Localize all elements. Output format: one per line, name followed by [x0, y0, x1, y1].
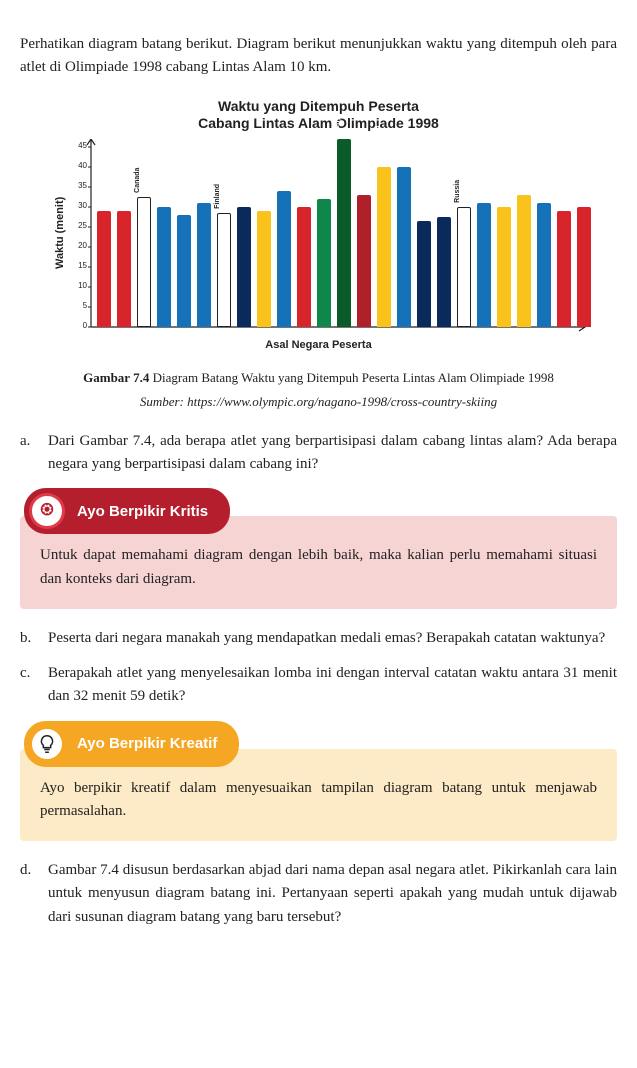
y-tick-label: 40	[78, 160, 87, 172]
bar: Germany	[257, 211, 271, 327]
bar: Japan	[297, 207, 311, 327]
question-letter: d.	[20, 859, 48, 929]
bar-column: Germany	[255, 211, 273, 327]
question-b: b. Peserta dari negara manakah yang mend…	[20, 627, 617, 650]
bar-column: Austria 2	[115, 211, 133, 327]
bar-column: Norway 1	[415, 221, 433, 327]
y-tick-label: 15	[78, 260, 87, 272]
bar-column: Spain 2	[515, 195, 533, 327]
chart-title: Waktu yang Ditempuh Peserta Cabang Linta…	[20, 98, 617, 133]
bar: Kenya	[337, 139, 351, 327]
bar: Estonia 1	[177, 215, 191, 327]
bar-column: Norway 2	[435, 217, 453, 327]
chart-title-line1: Waktu yang Ditempuh Peserta	[218, 98, 419, 114]
bar-column: Austria 1	[95, 211, 113, 327]
y-tick-label: 35	[78, 180, 87, 192]
gear-head-icon	[29, 493, 65, 529]
question-text: Peserta dari negara manakah yang mendapa…	[48, 627, 617, 650]
bar: Estonia 2	[197, 203, 211, 327]
x-axis-label: Asal Negara Peserta	[20, 337, 617, 354]
callout-kritis: Ayo Berpikir Kritis Untuk dapat memahami…	[20, 488, 617, 609]
y-tick-label: 30	[78, 200, 87, 212]
question-letter: a.	[20, 430, 48, 477]
y-tick-label: 25	[78, 220, 87, 232]
bar: Russia	[457, 207, 471, 327]
bar: Spain 2	[517, 195, 531, 327]
figure-caption-bold: Gambar 7.4	[83, 370, 149, 385]
bar: Latvia	[357, 195, 371, 327]
callout-kritis-pill: Ayo Berpikir Kritis	[24, 488, 230, 534]
bar-column: Macedonia	[375, 167, 393, 327]
bar: U.S 2	[577, 207, 591, 327]
bar-column: Kenya	[335, 139, 353, 327]
bar: Norway 1	[417, 221, 431, 327]
intro-paragraph: Perhatikan diagram batang berikut. Diagr…	[20, 33, 617, 80]
bar-column: Greece	[275, 191, 293, 327]
bar: Austria 2	[117, 211, 131, 327]
question-d: d. Gambar 7.4 disusun berdasarkan abjad …	[20, 859, 617, 929]
y-axis-label: Waktu (menit)	[48, 139, 69, 327]
bar-column: Kazakhstan	[315, 199, 333, 327]
chart-title-line2: Cabang Lintas Alam Olimpiade 1998	[198, 115, 439, 131]
question-letter: b.	[20, 627, 48, 650]
bar: Mongolia	[397, 167, 411, 327]
chart-plot: 051015202530354045Austria 1Austria 2Cana…	[69, 139, 589, 327]
question-c: c. Berapakah atlet yang menyelesaikan lo…	[20, 662, 617, 709]
lightbulb-icon	[29, 726, 65, 762]
question-letter: c.	[20, 662, 48, 709]
callout-kreatif-title: Ayo Berpikir Kreatif	[77, 732, 217, 755]
chart-container: Waktu yang Ditempuh Peserta Cabang Linta…	[20, 98, 617, 354]
bar-column: U.S 2	[575, 207, 593, 327]
bar: Finland	[217, 213, 231, 327]
bar: Spain 1	[497, 207, 511, 327]
bar-column: Latvia	[355, 195, 373, 327]
bar-column: Estonia 2	[195, 203, 213, 327]
bar: Czech Republic	[157, 207, 171, 327]
figure-source: Sumber: https://www.olympic.org/nagano-1…	[20, 392, 617, 412]
y-tick-label: 10	[78, 280, 87, 292]
bar-column: Czech Republic	[155, 207, 173, 327]
question-a: a. Dari Gambar 7.4, ada berapa atlet yan…	[20, 430, 617, 477]
question-text: Berapakah atlet yang menyelesaikan lomba…	[48, 662, 617, 709]
bar: Greece	[277, 191, 291, 327]
bar-column: Slovakia	[475, 203, 493, 327]
bar-column: Estonia 1	[175, 215, 193, 327]
y-tick-label: 20	[78, 240, 87, 252]
bar: Kazakhstan	[317, 199, 331, 327]
bar-column: France	[235, 207, 253, 327]
bar: France	[237, 207, 251, 327]
bar-column: Spain 1	[495, 207, 513, 327]
bar-column: Russia	[455, 207, 473, 327]
bar-column: Canada	[135, 197, 153, 327]
y-tick-label: 45	[78, 140, 87, 152]
figure-caption-rest: Diagram Batang Waktu yang Ditempuh Peser…	[149, 370, 554, 385]
callout-kreatif-pill: Ayo Berpikir Kreatif	[24, 721, 239, 767]
question-text: Gambar 7.4 disusun berdasarkan abjad dar…	[48, 859, 617, 929]
bar: Canada	[137, 197, 151, 327]
bar: Slovakia	[477, 203, 491, 327]
y-tick-label: 0	[83, 320, 87, 332]
bar-column: Japan	[295, 207, 313, 327]
y-tick-label: 5	[83, 300, 87, 312]
figure-caption: Gambar 7.4 Diagram Batang Waktu yang Dit…	[20, 368, 617, 388]
bar: Ukraine	[537, 203, 551, 327]
callout-kritis-title: Ayo Berpikir Kritis	[77, 500, 208, 523]
bar: Austria 1	[97, 211, 111, 327]
bar: Norway 2	[437, 217, 451, 327]
bar: U.S 1	[557, 211, 571, 327]
bar-column: Finland	[215, 213, 233, 327]
question-text: Dari Gambar 7.4, ada berapa atlet yang b…	[48, 430, 617, 477]
bar: Macedonia	[377, 167, 391, 327]
bar-column: U.S 1	[555, 211, 573, 327]
bar-column: Ukraine	[535, 203, 553, 327]
bar-column: Mongolia	[395, 167, 413, 327]
callout-kreatif: Ayo Berpikir Kreatif Ayo berpikir kreati…	[20, 721, 617, 842]
